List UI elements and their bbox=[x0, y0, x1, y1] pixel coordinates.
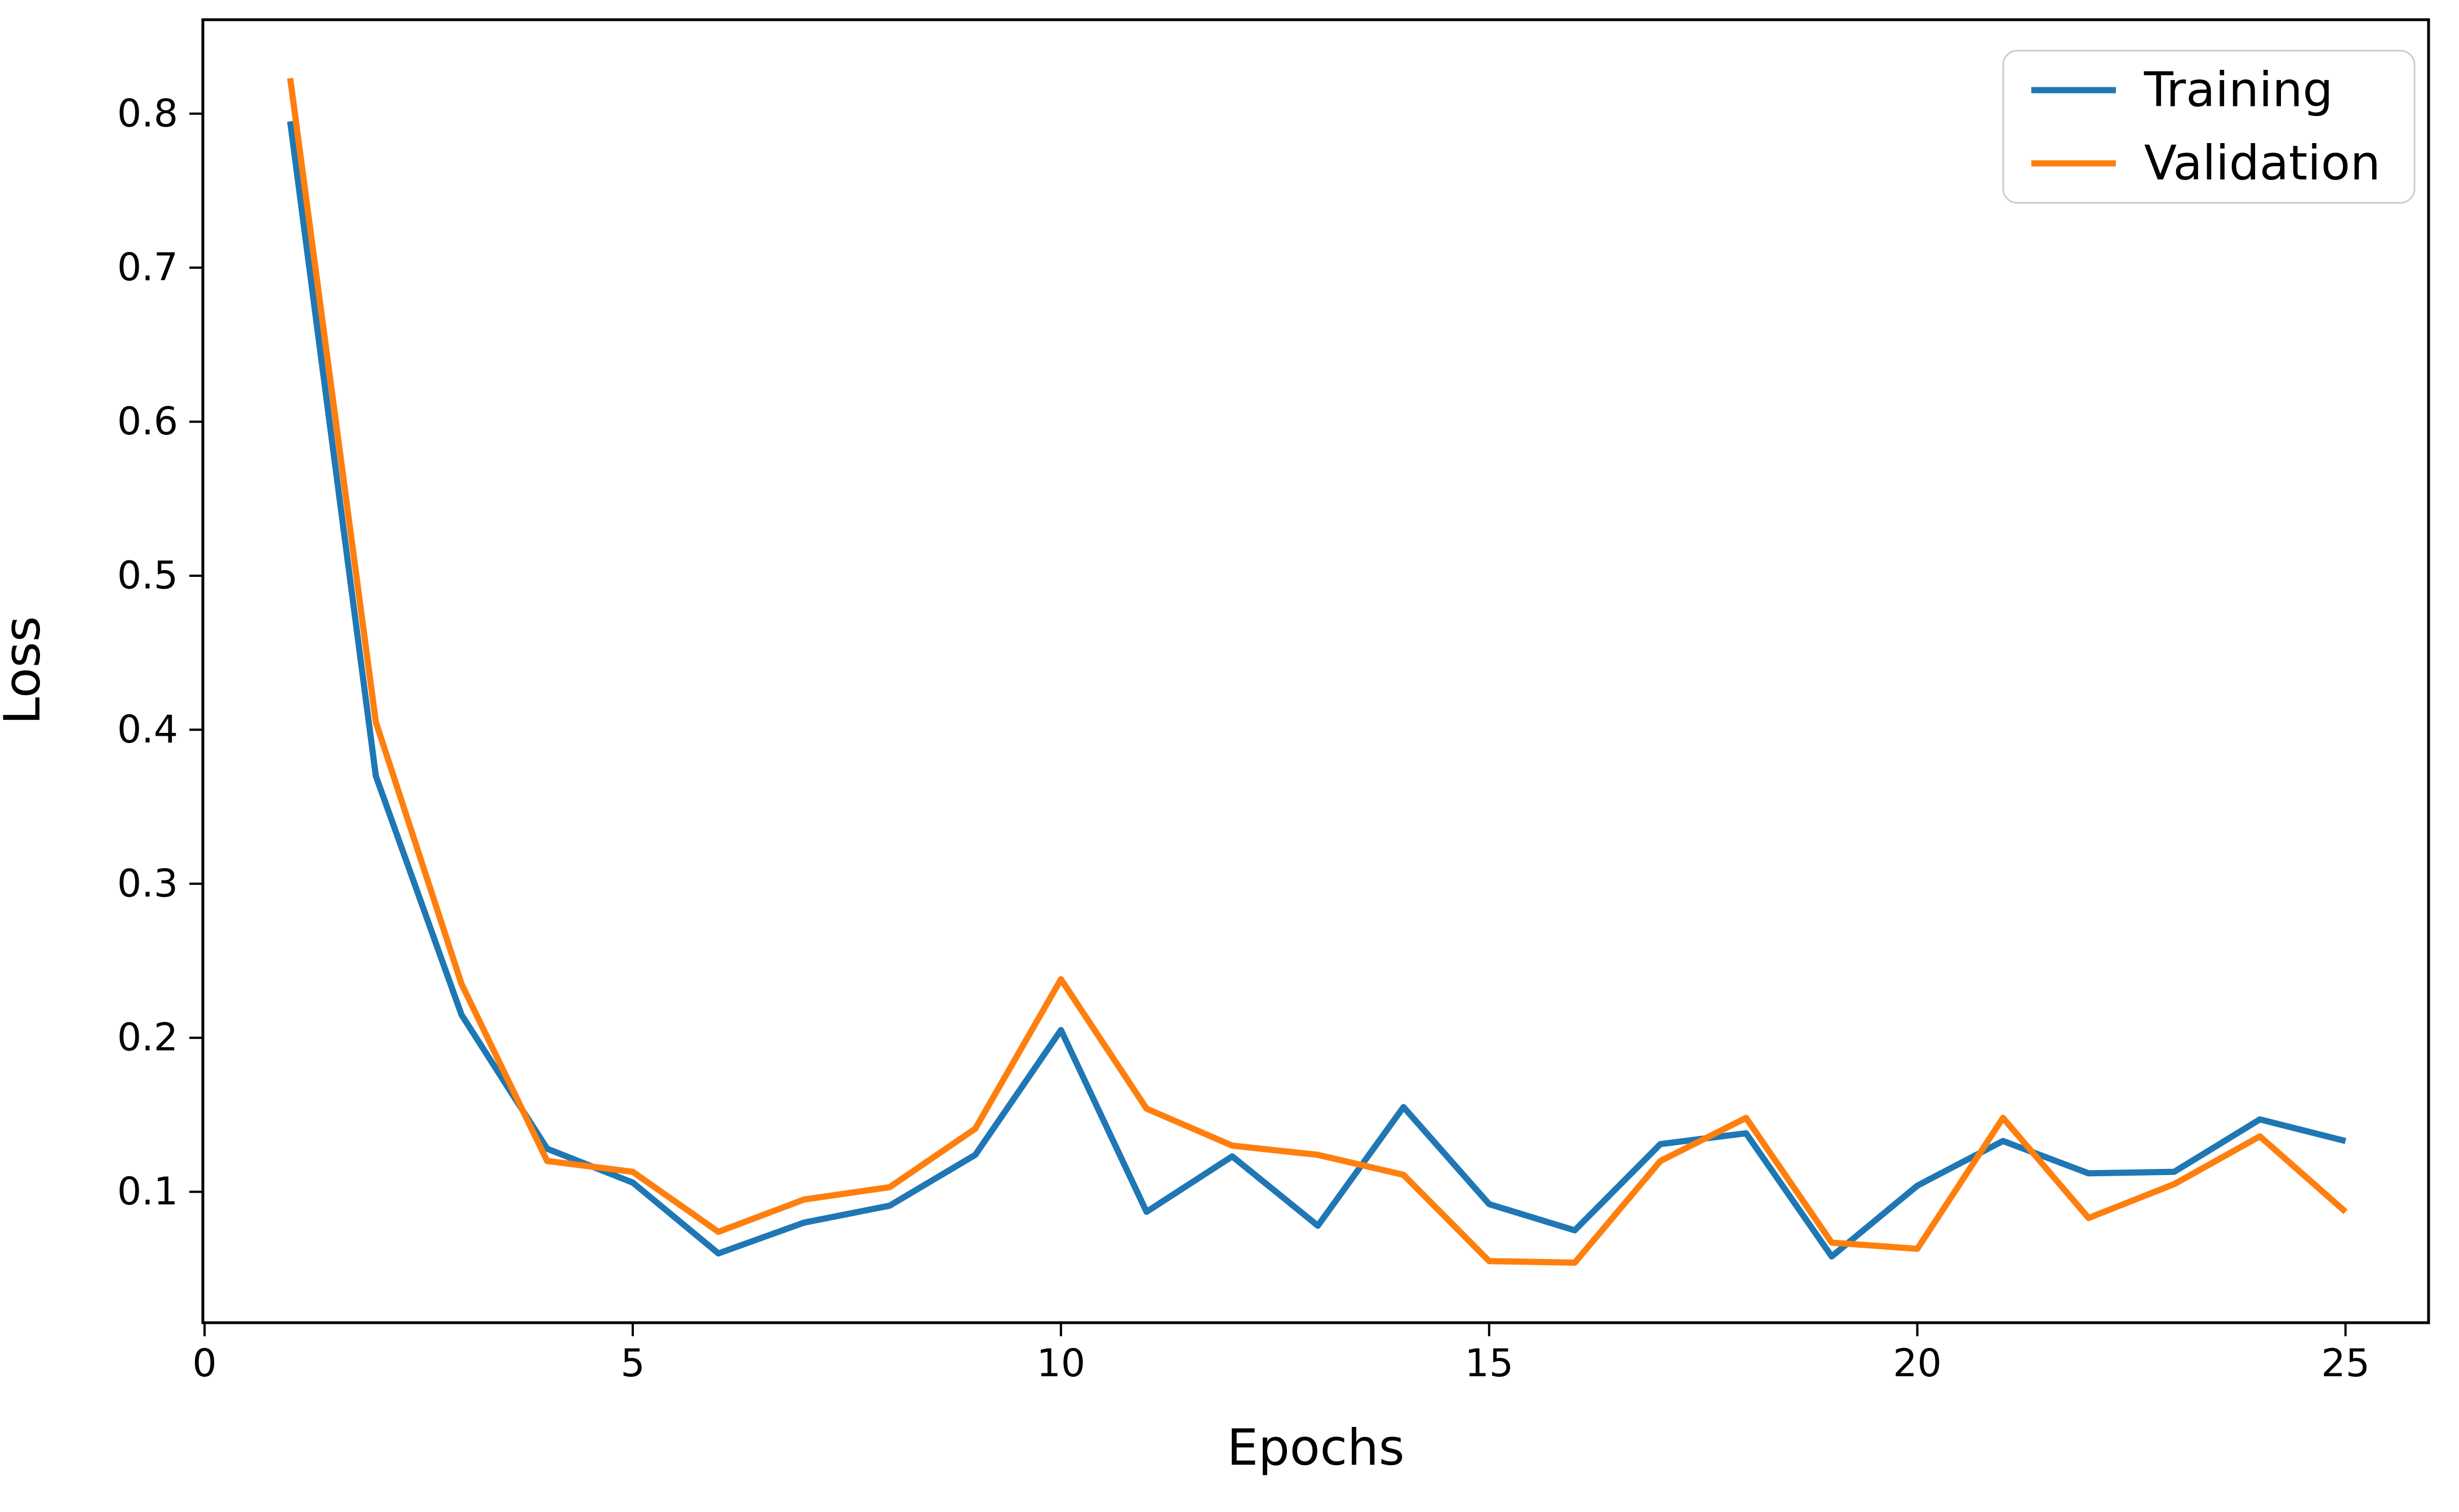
y-tick-label: 0.7 bbox=[117, 246, 178, 290]
plot-area-border bbox=[201, 18, 2430, 1324]
legend-entry-validation: Validation bbox=[2031, 136, 2381, 192]
x-tick-label: 20 bbox=[1893, 1341, 1942, 1386]
series-lines bbox=[287, 78, 2348, 1266]
y-tick-label: 0.3 bbox=[117, 861, 178, 906]
y-axis-ticks: 0.1 0.2 0.3 0.4 0.5 0.6 0.7 0.8 bbox=[117, 91, 203, 1214]
y-tick-label: 0.1 bbox=[117, 1169, 178, 1214]
y-axis-label: Loss bbox=[0, 616, 51, 724]
training-loss-line bbox=[287, 121, 2346, 1260]
legend-entry-training: Training bbox=[2031, 63, 2333, 118]
legend: Training Validation bbox=[2002, 50, 2416, 204]
y-tick-label: 0.6 bbox=[117, 399, 178, 444]
x-tick-label: 10 bbox=[1037, 1341, 1086, 1386]
y-tick-label: 0.8 bbox=[117, 91, 178, 136]
y-tick-label: 0.2 bbox=[117, 1016, 178, 1060]
y-tick-label: 0.4 bbox=[117, 708, 178, 752]
validation-loss-line bbox=[287, 78, 2348, 1266]
x-axis-label: Epochs bbox=[1227, 1418, 1404, 1477]
x-tick-label: 5 bbox=[620, 1341, 645, 1386]
x-tick-label: 15 bbox=[1464, 1341, 1513, 1386]
x-tick-label: 0 bbox=[192, 1341, 216, 1386]
y-tick-label: 0.5 bbox=[117, 553, 178, 598]
legend-label-validation: Validation bbox=[2144, 136, 2381, 192]
x-tick-label: 25 bbox=[2321, 1341, 2370, 1386]
x-axis-ticks: 0 5 10 15 20 25 bbox=[192, 1323, 2370, 1386]
legend-label-training: Training bbox=[2143, 63, 2333, 118]
